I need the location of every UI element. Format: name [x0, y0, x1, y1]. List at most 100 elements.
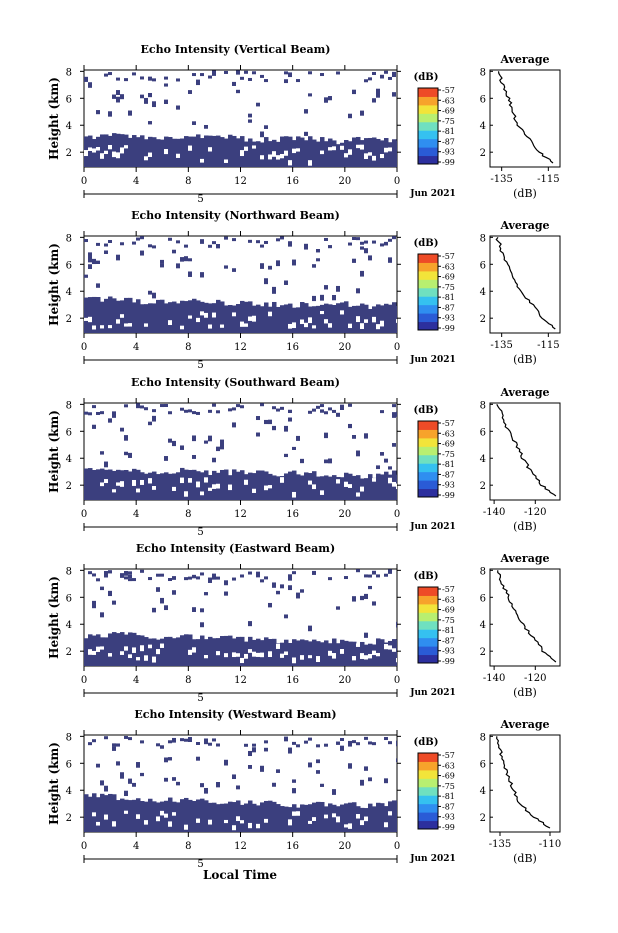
layer-gap	[344, 824, 349, 828]
echo-speckle	[140, 772, 144, 777]
layer-gap	[308, 317, 313, 324]
layer-gap	[360, 653, 365, 659]
echo-speckle	[120, 573, 124, 578]
layer-cell	[84, 297, 89, 333]
layer-cell	[108, 633, 113, 666]
layer-gap	[336, 816, 341, 823]
average-y-tick-label: 6	[480, 427, 486, 438]
layer-cell	[220, 137, 225, 167]
layer-cell	[280, 806, 285, 832]
layer-cell	[144, 637, 149, 666]
layer-gap	[88, 649, 93, 655]
echo-speckle	[124, 451, 128, 456]
layer-cell	[136, 137, 141, 167]
echo-speckle	[88, 571, 92, 575]
echo-speckle	[168, 757, 172, 761]
layer-cell	[144, 473, 149, 500]
layer-gap	[84, 150, 89, 157]
echo-speckle	[192, 454, 196, 459]
layer-cell	[264, 800, 269, 832]
echo-speckle	[124, 404, 128, 408]
y-tick-label: 6	[66, 94, 72, 105]
echo-speckle	[352, 435, 356, 439]
layer-cell	[300, 639, 305, 666]
echo-speckle	[268, 265, 272, 270]
echo-speckle	[284, 453, 288, 458]
colorbar-swatch	[418, 121, 438, 131]
layer-gap	[320, 310, 325, 315]
layer-cell	[152, 801, 157, 832]
echo-speckle	[356, 288, 360, 294]
layer-cell	[344, 640, 349, 666]
echo-speckle	[376, 465, 380, 470]
layer-cell	[352, 475, 357, 500]
panel-title: Echo Intensity (Westward Beam)	[134, 708, 336, 721]
layer-cell	[284, 304, 289, 333]
echo-speckle	[232, 422, 236, 428]
echo-speckle	[176, 240, 180, 244]
colorbar-tick-label: -69	[442, 440, 455, 449]
layer-cell	[320, 476, 325, 500]
layer-cell	[208, 303, 213, 333]
layer-gap	[240, 820, 245, 824]
echo-speckle	[148, 421, 152, 426]
echo-speckle	[192, 73, 196, 77]
echo-speckle	[132, 578, 136, 582]
layer-cell	[360, 140, 365, 167]
echo-speckle	[288, 409, 292, 414]
x-tick-label: 4	[133, 675, 139, 686]
layer-cell	[88, 135, 93, 167]
colorbar-tick-label: -99	[442, 657, 455, 666]
echo-speckle	[152, 409, 156, 413]
layer-gap	[260, 652, 265, 658]
layer-cell	[284, 473, 289, 500]
echo-speckle	[360, 241, 364, 245]
beam-panel: Echo Intensity (Westward Beam) 2 4 6 8 Height…	[47, 708, 561, 870]
colorbar-unit: (dB)	[414, 72, 439, 83]
layer-cell	[232, 802, 237, 832]
colorbar-swatch	[418, 753, 438, 762]
layer-cell	[244, 301, 249, 333]
layer-gap	[368, 653, 373, 659]
layer-cell	[196, 799, 201, 832]
x-tick-label: 12	[234, 176, 247, 187]
echo-speckle	[192, 607, 196, 612]
heatmap-cells	[84, 735, 397, 832]
echo-speckle	[248, 119, 252, 123]
layer-gap	[224, 819, 229, 824]
echo-speckle	[264, 419, 268, 425]
layer-cell	[344, 301, 349, 333]
echo-speckle	[280, 406, 284, 410]
echo-speckle	[256, 102, 260, 107]
layer-gap	[252, 488, 257, 493]
layer-gap	[368, 152, 373, 156]
echo-speckle	[184, 738, 188, 742]
echo-speckle	[168, 438, 172, 443]
echo-speckle	[108, 111, 112, 116]
echo-speckle	[388, 257, 392, 263]
colorbar-tick-label: -81	[442, 792, 455, 801]
echo-speckle	[340, 737, 344, 741]
layer-gap	[292, 657, 297, 664]
echo-speckle	[360, 110, 364, 116]
colorbar-swatch	[418, 488, 438, 498]
layer-cell	[352, 137, 357, 167]
layer-gap	[364, 153, 369, 160]
layer-gap	[396, 658, 397, 663]
layer-cell	[376, 802, 381, 832]
layer-cell	[216, 299, 221, 333]
echo-speckle	[328, 458, 332, 464]
echo-speckle	[144, 97, 148, 104]
layer-cell	[168, 636, 173, 666]
layer-cell	[260, 802, 265, 832]
echo-speckle	[148, 92, 152, 98]
colorbar-tick-label: -87	[442, 303, 455, 312]
echo-speckle	[308, 625, 312, 632]
echo-speckle	[216, 446, 220, 452]
layer-cell	[332, 804, 337, 832]
layer-gap	[264, 485, 269, 491]
layer-cell	[376, 638, 381, 666]
average-profile-line	[496, 736, 551, 829]
echo-speckle	[376, 574, 380, 578]
layer-gap	[312, 484, 317, 490]
